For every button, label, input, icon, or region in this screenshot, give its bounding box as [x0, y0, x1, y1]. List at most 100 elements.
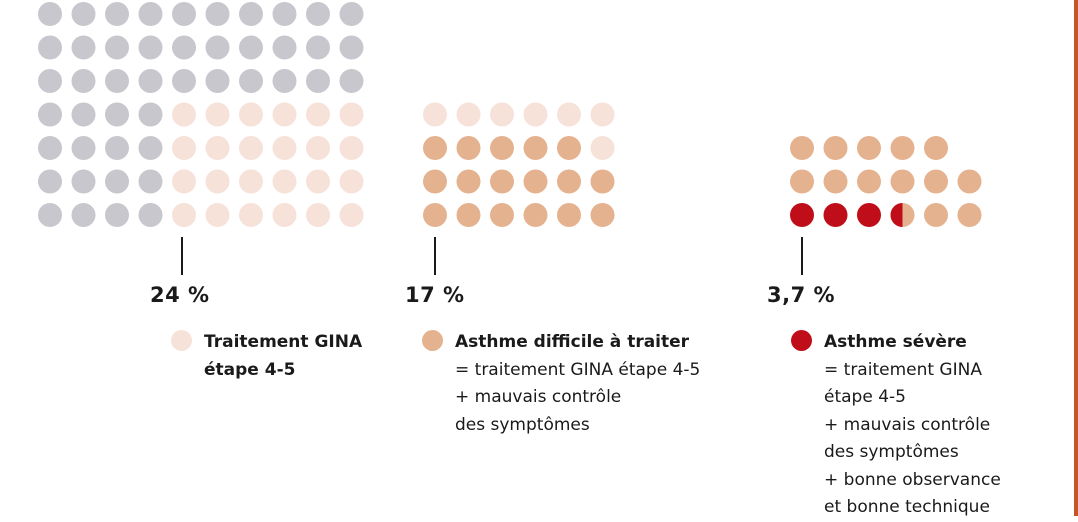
waffle-dot-grey: [38, 2, 62, 26]
waffle-dot-peach: [857, 169, 881, 194]
legend-3-line-6: et bonne technique: [824, 497, 990, 517]
waffle-dot-peach: [790, 169, 814, 194]
legend-title-1-line-1: Traitement GINA: [204, 332, 363, 352]
waffle-dot-peach: [456, 203, 481, 227]
legend-3-line-3: + mauvais contrôle: [824, 414, 991, 435]
waffle-dot-grey: [205, 69, 230, 93]
waffle-dot-pale: [205, 136, 230, 160]
waffle-dot-pale: [306, 102, 330, 127]
waffle-dot-pale: [339, 169, 364, 194]
waffle-dot-peach: [523, 203, 548, 227]
waffle-dot-pale: [172, 102, 196, 127]
waffle-dot-grey: [71, 203, 96, 227]
waffle-dot-grey: [306, 69, 330, 93]
waffle-dot-pale: [423, 102, 447, 127]
legend-title-3: Asthme sévère: [824, 332, 967, 352]
waffle-dot-pale: [306, 136, 330, 160]
waffle-dot-pale: [239, 136, 263, 160]
waffle-dot-grey: [105, 169, 129, 194]
legend-3-line-2: étape 4-5: [824, 387, 906, 407]
waffle-dot-pale: [172, 136, 196, 160]
legend-2-line-3: des symptômes: [455, 414, 590, 435]
group-3-tick: [801, 237, 803, 275]
waffle-dot-pale: [339, 136, 364, 160]
waffle-dot-pale: [239, 102, 263, 127]
waffle-dot-peach: [423, 169, 447, 194]
waffle-dot-grey: [105, 35, 129, 60]
waffle-dot-grey: [172, 69, 196, 93]
waffle-dot-grey: [138, 35, 163, 60]
waffle-dot-pale: [272, 169, 297, 194]
waffle-dot-peach: [557, 169, 581, 194]
waffle-dot-grey: [38, 169, 62, 194]
waffle-dot-grey: [339, 69, 364, 93]
waffle-dot-grey: [71, 2, 96, 26]
waffle-dot-pale: [272, 102, 297, 127]
waffle-dot-grey: [306, 2, 330, 26]
waffle-dot-grey: [71, 69, 96, 93]
waffle-dot-peach: [590, 169, 615, 194]
legend-swatch-1: [171, 330, 192, 351]
group-1-tick: [181, 237, 183, 275]
waffle-dot-pale: [456, 102, 481, 127]
waffle-dot-grey: [38, 69, 62, 93]
waffle-dot-peach: [790, 136, 814, 160]
group-3-percent: 3,7 %: [767, 283, 836, 307]
waffle-dot-grey: [38, 136, 62, 160]
waffle-dot-peach: [857, 136, 881, 160]
waffle-dot-grey: [38, 102, 62, 127]
waffle-dot-peach: [924, 136, 948, 160]
waffle-dot-peach: [490, 136, 514, 160]
waffle-dot-peach: [423, 136, 447, 160]
waffle-dot-peach: [523, 136, 548, 160]
frame-border: [1074, 0, 1078, 516]
waffle-dot-pale: [239, 203, 263, 227]
waffle-dot-peach: [456, 136, 481, 160]
waffle-dot-red: [823, 203, 848, 227]
waffle-dot-grey: [105, 203, 129, 227]
waffle-dot-peach: [957, 203, 982, 227]
waffle-dot-pale: [590, 136, 615, 160]
waffle-dot-pale: [306, 203, 330, 227]
waffle-dot-grey: [105, 69, 129, 93]
waffle-dot-grey: [239, 2, 263, 26]
waffle-dot-peach: [890, 169, 915, 194]
waffle-dot-grey: [138, 102, 163, 127]
waffle-dot-pale: [205, 203, 230, 227]
waffle-dot-peach: [456, 169, 481, 194]
waffle-dot-peach: [823, 169, 848, 194]
waffle-dot-pale: [557, 102, 581, 127]
waffle-dot-peach: [924, 169, 948, 194]
waffle-dot-pale: [239, 169, 263, 194]
waffle-dot-grey: [339, 2, 364, 26]
legend-3-line-4: des symptômes: [824, 442, 959, 462]
waffle-dot-grey: [239, 69, 263, 93]
waffle-dot-grey: [105, 136, 129, 160]
waffle-dot-grey: [138, 203, 163, 227]
waffle-dot-grey: [172, 2, 196, 26]
waffle-dot-peach: [924, 203, 948, 227]
waffle-dot-pale: [339, 102, 364, 127]
waffle-dot-grey: [105, 102, 129, 127]
waffle-dot-grey: [71, 136, 96, 160]
waffle-dot-grey: [71, 169, 96, 194]
waffle-dot-pale: [172, 203, 196, 227]
waffle-dot-grey: [306, 35, 330, 60]
waffle-dot-pale: [272, 203, 297, 227]
waffle-dot-peach: [957, 169, 982, 194]
waffle-dot-grey: [138, 69, 163, 93]
waffle-dot-grey: [239, 35, 263, 60]
waffle-dot-grey: [205, 2, 230, 26]
waffle-dot-peach: [590, 203, 615, 227]
waffle-dot-peach: [557, 136, 581, 160]
legend-title-1-line-2: étape 4-5: [204, 359, 296, 380]
waffle-dot-grey: [272, 69, 297, 93]
waffle-dot-grey: [138, 136, 163, 160]
waffle-dot-pale: [590, 102, 615, 127]
waffle-dot-peach: [823, 136, 848, 160]
legend-2-line-2: + mauvais contrôle: [455, 387, 622, 407]
waffle-dot-peach: [890, 136, 915, 160]
waffle-dot-pale: [490, 102, 514, 127]
waffle-dot-grey: [71, 102, 96, 127]
